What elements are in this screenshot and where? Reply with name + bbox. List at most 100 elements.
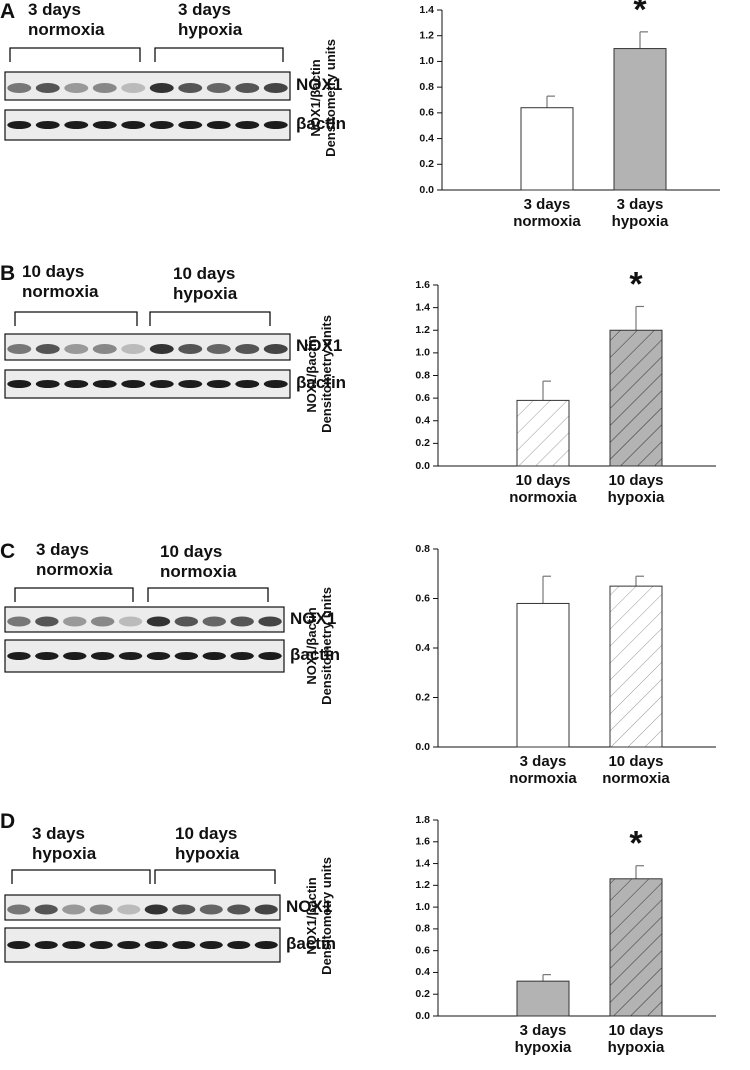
blot-band	[64, 121, 89, 129]
blot-band	[35, 121, 60, 129]
row-label: NOX1	[290, 608, 337, 628]
bar	[516, 980, 570, 1017]
y-tick-label: 0.0	[419, 184, 434, 196]
blot-band	[64, 83, 89, 93]
row-label: βactin	[296, 373, 347, 392]
y-axis-label: NOX1/βactin Densitometry units	[304, 857, 334, 975]
y-tick-label: 0.2	[415, 988, 430, 1000]
blot-band	[206, 83, 231, 93]
group-label: 10 days hypoxia	[173, 264, 238, 303]
blot-band	[206, 380, 231, 388]
blot-band	[199, 941, 223, 949]
blot-band	[178, 380, 203, 388]
panel-letter: D	[0, 810, 16, 833]
blot-band	[149, 380, 174, 388]
x-tick-label: 10 days hypoxia	[607, 1022, 665, 1057]
blot-band	[121, 83, 146, 93]
blot-band	[199, 904, 223, 915]
y-tick-label: 1.2	[415, 879, 430, 891]
blot-band	[34, 904, 58, 915]
blot-band	[90, 616, 115, 627]
y-axis-label: NOX1/βactin Densitometry units	[304, 587, 334, 705]
blot-band	[64, 380, 89, 388]
significance-marker: *	[629, 265, 643, 303]
blot-band	[89, 941, 113, 949]
y-tick-label: 0.8	[419, 81, 434, 93]
y-tick-label: 0.4	[415, 415, 430, 427]
y-tick-label: 0.4	[419, 132, 434, 144]
significance-marker: *	[633, 0, 647, 29]
bar	[609, 585, 663, 748]
blot-band	[35, 652, 59, 660]
y-tick-label: 0.8	[415, 543, 430, 555]
blot-band	[7, 616, 31, 627]
y-tick-label: 0.6	[415, 392, 430, 404]
blot-band	[178, 83, 203, 93]
blot-band	[63, 616, 87, 627]
blot-band	[144, 904, 168, 915]
y-tick-label: 0.4	[415, 642, 430, 654]
blot-band	[263, 344, 288, 354]
bar	[516, 399, 570, 467]
blot-band	[202, 616, 226, 627]
blot-band	[146, 652, 171, 660]
y-axis-label: NOX1/βactin Densitometry units	[304, 314, 334, 433]
x-tick-label: 3 days hypoxia	[611, 196, 669, 231]
panel-letter: A	[0, 0, 16, 23]
row-label: βactin	[290, 645, 341, 664]
y-tick-label: 0.4	[415, 966, 430, 978]
y-tick-label: 1.2	[419, 29, 434, 41]
bar	[516, 602, 570, 748]
blot-band	[121, 380, 146, 388]
blot-band	[7, 904, 31, 915]
blot-band	[62, 941, 86, 949]
bar	[520, 107, 574, 191]
blot-band	[89, 904, 113, 915]
bracket	[9, 47, 141, 62]
blot-band	[117, 904, 141, 915]
blot-band	[174, 652, 199, 660]
x-tick-label: 3 days normoxia	[509, 753, 577, 788]
y-tick-label: 1.0	[419, 55, 434, 67]
blot-band	[63, 652, 87, 660]
group-label: 10 days normoxia	[160, 542, 237, 581]
row-label: NOX1	[286, 896, 333, 916]
y-tick-label: 0.2	[415, 691, 430, 703]
blot-band	[149, 344, 174, 354]
x-tick-label: 3 days normoxia	[513, 196, 581, 231]
blot-band	[7, 121, 32, 129]
bracket	[149, 311, 271, 326]
y-tick-label: 1.8	[415, 814, 430, 826]
blot-band	[206, 344, 231, 354]
blot-band	[263, 83, 288, 93]
x-tick-label: 10 days normoxia	[602, 753, 670, 788]
group-label: 10 days normoxia	[22, 262, 99, 301]
blot-band	[121, 121, 146, 129]
y-tick-label: 0.8	[415, 923, 430, 935]
x-tick-label: 3 days hypoxia	[514, 1022, 572, 1057]
blot-band	[178, 344, 203, 354]
row-label: βactin	[296, 114, 347, 133]
group-label: 3 days normoxia	[36, 540, 113, 579]
bracket	[154, 869, 276, 884]
row-label: NOX1	[296, 336, 343, 355]
blot-band	[62, 904, 86, 915]
blot-band	[206, 121, 231, 129]
group-label: 3 days hypoxia	[178, 0, 243, 39]
blot-band	[7, 380, 32, 388]
blot-band	[172, 941, 196, 949]
bracket	[14, 587, 134, 602]
blot-band	[146, 616, 171, 627]
y-tick-label: 1.0	[415, 901, 430, 913]
blot-band	[118, 616, 143, 627]
blot-band	[172, 904, 196, 915]
blot-band	[90, 652, 115, 660]
blot-band	[178, 121, 203, 129]
blot-band	[202, 652, 226, 660]
blot-band	[149, 121, 174, 129]
y-tick-label: 0.6	[415, 592, 430, 604]
y-tick-label: 1.6	[415, 836, 430, 848]
blot-band	[92, 344, 117, 354]
blot-band	[64, 344, 89, 354]
group-label: 3 days normoxia	[28, 0, 105, 39]
